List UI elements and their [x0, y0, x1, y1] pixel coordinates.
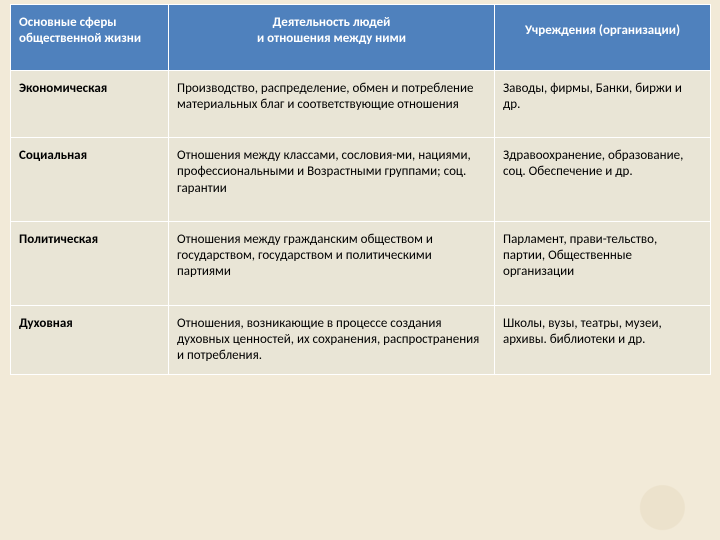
header-sphere: Основные сферы общественной жизни [11, 5, 169, 71]
cell-institutions: Школы, вузы, театры, музеи, архивы. библ… [495, 305, 711, 375]
table-row: Политическая Отношения между гражданским… [11, 221, 711, 305]
table-row: Духовная Отношения, возникающие в процес… [11, 305, 711, 375]
header-row: Основные сферы общественной жизни Деятел… [11, 5, 711, 71]
cell-institutions: Парламент, прави-тельство, партии, Общес… [495, 221, 711, 305]
cell-institutions: Здравоохранение, образование, соц. Обесп… [495, 138, 711, 222]
cell-sphere: Социальная [11, 138, 169, 222]
cell-sphere: Экономическая [11, 70, 169, 138]
cell-sphere: Духовная [11, 305, 169, 375]
cell-activity: Отношения между классами, сословия-ми, н… [169, 138, 495, 222]
table-row: Социальная Отношения между классами, сос… [11, 138, 711, 222]
cell-institutions: Заводы, фирмы, Банки, биржи и др. [495, 70, 711, 138]
header-institutions: Учреждения (организации) [495, 5, 711, 71]
spheres-table: Основные сферы общественной жизни Деятел… [10, 4, 711, 375]
cell-activity: Отношения между гражданским обществом и … [169, 221, 495, 305]
cell-sphere: Политическая [11, 221, 169, 305]
table-row: Экономическая Производство, распределени… [11, 70, 711, 138]
cell-activity: Производство, распределение, обмен и пот… [169, 70, 495, 138]
table-body: Экономическая Производство, распределени… [11, 70, 711, 375]
slide: Основные сферы общественной жизни Деятел… [0, 0, 720, 540]
header-activity: Деятельность людей и отношения между ним… [169, 5, 495, 71]
cell-activity: Отношения, возникающие в процессе создан… [169, 305, 495, 375]
